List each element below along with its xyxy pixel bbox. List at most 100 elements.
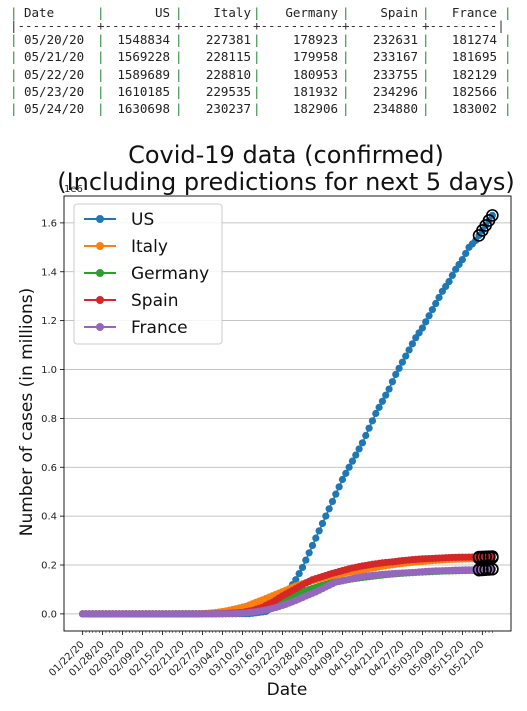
data-point xyxy=(345,463,353,471)
table-cell: 181274 xyxy=(451,32,497,48)
column-separator: | xyxy=(504,49,512,65)
data-point xyxy=(458,255,466,264)
legend-label: France xyxy=(131,318,188,338)
table-cell: 05/20/20 xyxy=(24,32,85,48)
data-point xyxy=(305,549,313,557)
data-point xyxy=(428,306,436,314)
table-cell: 05/24/20 xyxy=(24,100,85,116)
data-point xyxy=(358,439,367,447)
column-separator: | xyxy=(253,83,261,99)
legend-label: US xyxy=(131,210,154,230)
table-cell: 1569228 xyxy=(117,49,170,65)
data-point xyxy=(302,556,310,564)
table-cell: 05/21/20 xyxy=(24,49,85,65)
table-cell: 234296 xyxy=(372,83,418,99)
table-cell: 182566 xyxy=(451,83,497,99)
column-separator: | xyxy=(342,83,350,99)
data-point xyxy=(332,490,340,498)
column-separator: | xyxy=(342,5,350,20)
data-point xyxy=(435,293,443,302)
y-tick-label: 1.6 xyxy=(41,218,57,229)
data-point xyxy=(405,346,413,354)
data-point xyxy=(342,469,350,477)
table-cell: 230237 xyxy=(205,100,251,116)
legend xyxy=(73,203,223,345)
table-cell: 1548834 xyxy=(117,32,170,48)
column-separator: | xyxy=(175,49,183,65)
table-cell: 181695 xyxy=(451,49,497,65)
plot-area: 0.00.20.40.60.81.01.21.41.601/22/2001/28… xyxy=(41,195,512,679)
data-point xyxy=(318,519,327,528)
column-separator: | xyxy=(10,49,18,65)
data-point xyxy=(388,378,397,386)
data-point xyxy=(338,475,347,484)
table-cell: 178923 xyxy=(292,32,338,48)
column-separator: | xyxy=(97,5,105,20)
legend-swatch-marker xyxy=(96,215,104,223)
data-point xyxy=(335,483,343,491)
table-cell: 182906 xyxy=(292,100,338,116)
prediction-marker xyxy=(479,550,492,564)
data-point xyxy=(445,277,453,286)
data-point xyxy=(362,431,370,440)
legend-swatch-marker xyxy=(96,296,104,304)
table-cell: Spain xyxy=(380,5,418,20)
data-point xyxy=(372,409,380,418)
data-point xyxy=(448,271,456,280)
table-cell: 232631 xyxy=(372,32,418,48)
table-cell: 229535 xyxy=(205,83,251,99)
prediction-marker xyxy=(486,209,499,222)
data-point xyxy=(382,391,390,399)
data-point xyxy=(328,497,337,506)
data-point xyxy=(368,417,377,425)
data-point xyxy=(432,299,440,308)
column-separator: | xyxy=(422,49,430,65)
column-separator: | xyxy=(342,100,350,116)
data-point xyxy=(408,340,417,348)
data-point xyxy=(422,318,430,326)
legend-label: Germany xyxy=(131,264,209,284)
prediction-marker xyxy=(482,562,496,576)
data-point xyxy=(418,324,426,332)
column-separator: | xyxy=(97,49,105,65)
column-separator: | xyxy=(422,5,430,20)
data-point xyxy=(365,424,373,432)
table-cell: 234880 xyxy=(372,100,418,116)
prediction-marker xyxy=(472,550,486,564)
plot-frame xyxy=(63,195,512,632)
data-point xyxy=(348,457,357,465)
column-separator: | xyxy=(504,32,512,48)
column-separator: | xyxy=(342,66,350,82)
column-separator: | xyxy=(175,5,183,20)
chart-subtitle: (Including predictions for next 5 days) xyxy=(57,168,515,196)
column-separator: | xyxy=(253,32,261,48)
y-tick-label: 1.2 xyxy=(41,316,57,327)
table-cell: France xyxy=(451,5,497,20)
table-cell: US xyxy=(154,5,170,20)
column-separator: | xyxy=(175,100,183,116)
column-separator: | xyxy=(253,5,261,20)
table-cell: 1630698 xyxy=(117,100,170,116)
column-separator: | xyxy=(10,83,18,99)
prediction-marker xyxy=(472,563,486,576)
column-separator: | xyxy=(422,32,430,48)
table-row: | | | | | | | 05/24/20 1630698 230237 182906 234880… xyxy=(4,101,519,118)
data-point xyxy=(322,512,330,520)
data-point xyxy=(398,358,407,366)
column-separator: | xyxy=(10,100,18,116)
prediction-marker xyxy=(476,563,489,576)
column-separator: | xyxy=(97,32,105,48)
prediction-marker xyxy=(479,563,492,576)
y-tick-label: 0.4 xyxy=(41,512,57,523)
prediction-marker xyxy=(476,550,489,564)
data-point xyxy=(325,505,333,513)
table-cell: 233755 xyxy=(372,66,418,82)
y-tick-label: 0.6 xyxy=(41,463,57,474)
prediction-marker xyxy=(486,550,499,563)
data-point xyxy=(352,451,360,459)
table-cell: 181932 xyxy=(292,83,338,99)
x-axis-label: Date xyxy=(267,680,308,700)
column-separator: | xyxy=(97,83,105,99)
table-cell: 1589689 xyxy=(117,66,170,82)
